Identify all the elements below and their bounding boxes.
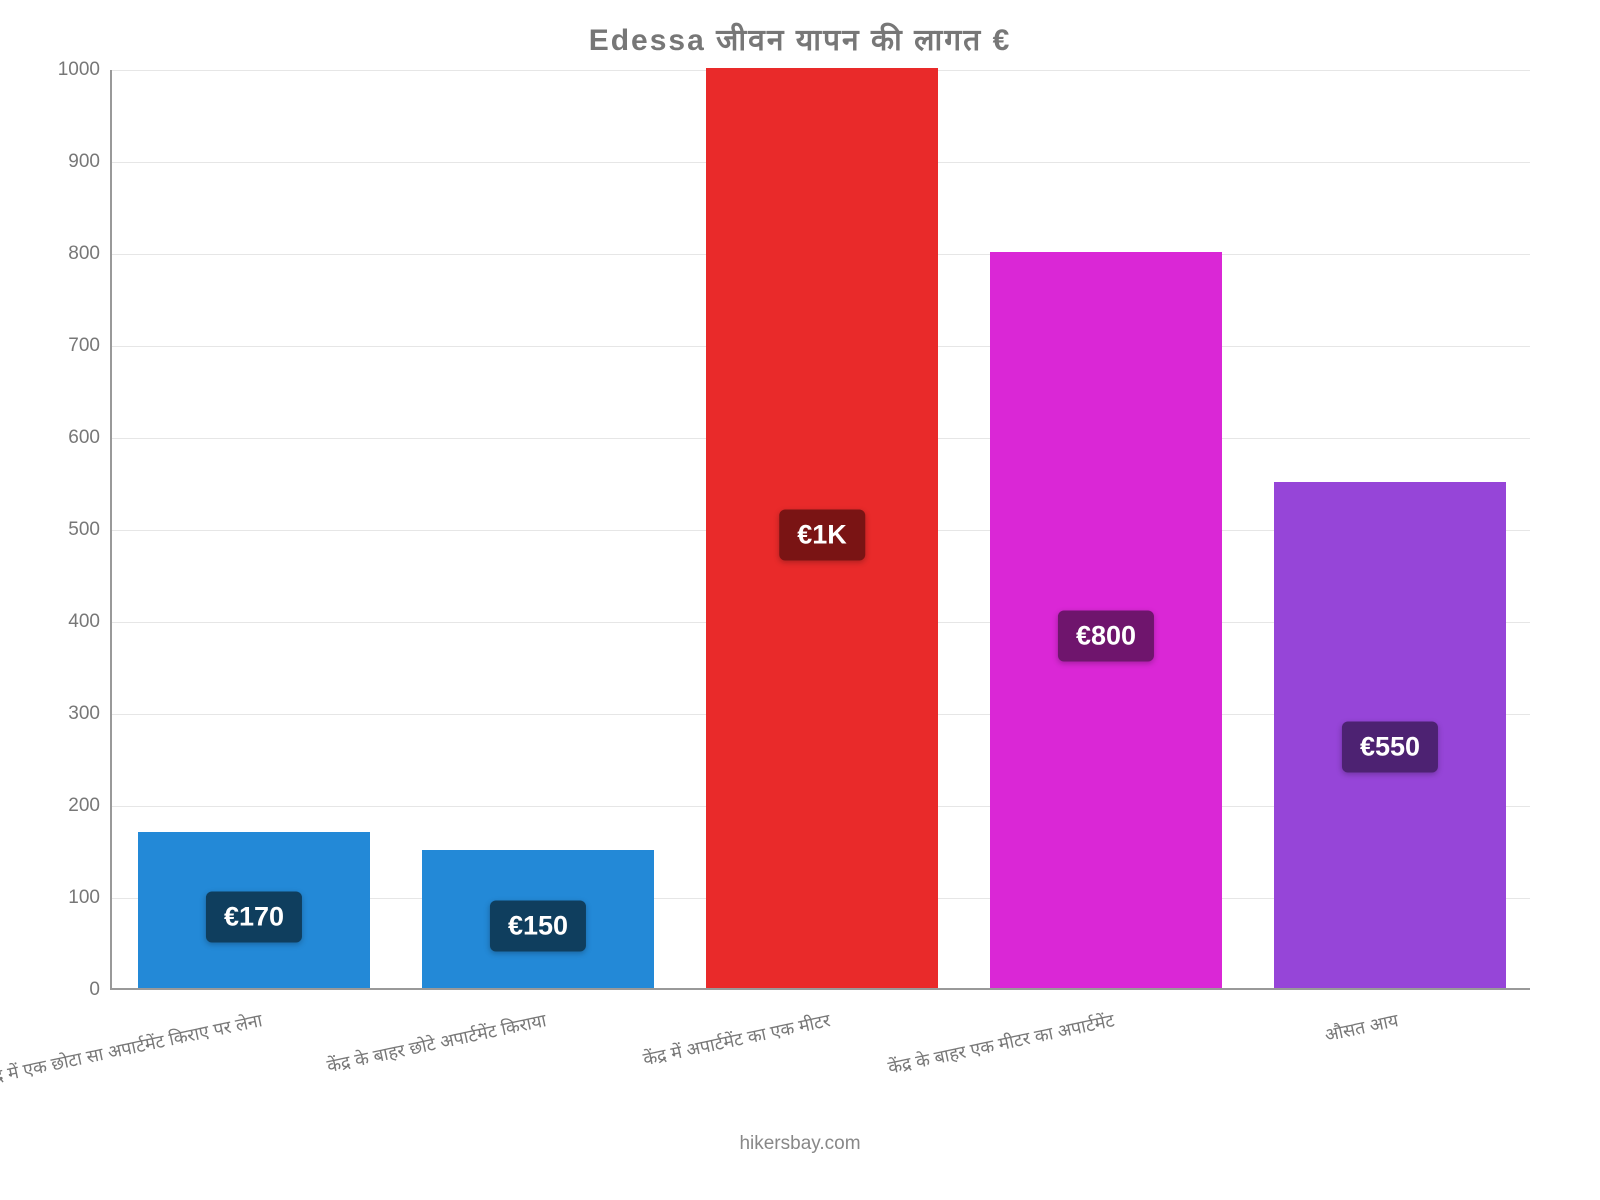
y-tick-label: 300 xyxy=(10,703,100,725)
x-tick-label: केंद्र में एक छोटा सा अपार्टमेंट किराए प… xyxy=(0,1008,264,1091)
bar-value-badge: €170 xyxy=(206,891,302,942)
x-tick-label: केंद्र में अपार्टमेंट का एक मीटर xyxy=(641,1008,833,1071)
y-tick-label: 800 xyxy=(10,243,100,265)
x-tick-label: केंद्र के बाहर छोटे अपार्टमेंट किराया xyxy=(325,1008,549,1078)
y-tick-label: 700 xyxy=(10,335,100,357)
x-tick-label: केंद्र के बाहर एक मीटर का अपार्टमेंट xyxy=(886,1008,1117,1079)
bar-value-badge: €150 xyxy=(490,901,586,952)
chart-title: Edessa जीवन यापन की लागत € xyxy=(0,18,1600,59)
y-tick-label: 1000 xyxy=(10,59,100,81)
y-tick-label: 600 xyxy=(10,427,100,449)
bar-value-badge: €800 xyxy=(1058,611,1154,662)
chart-footer: hikersbay.com xyxy=(0,1133,1600,1155)
y-tick-label: 500 xyxy=(10,519,100,541)
y-tick-label: 900 xyxy=(10,151,100,173)
x-tick-label: औसत आय xyxy=(1322,1008,1400,1047)
y-tick-label: 100 xyxy=(10,887,100,909)
bar-value-badge: €550 xyxy=(1342,721,1438,772)
y-tick-label: 200 xyxy=(10,795,100,817)
bar-value-badge: €1K xyxy=(779,510,865,561)
plot-area: €170 €150 €1K €800 €550 xyxy=(110,70,1530,990)
chart-container: Edessa जीवन यापन की लागत € €170 €150 €1K €8… xyxy=(0,0,1600,1200)
y-tick-label: 0 xyxy=(10,979,100,1001)
y-tick-label: 400 xyxy=(10,611,100,633)
